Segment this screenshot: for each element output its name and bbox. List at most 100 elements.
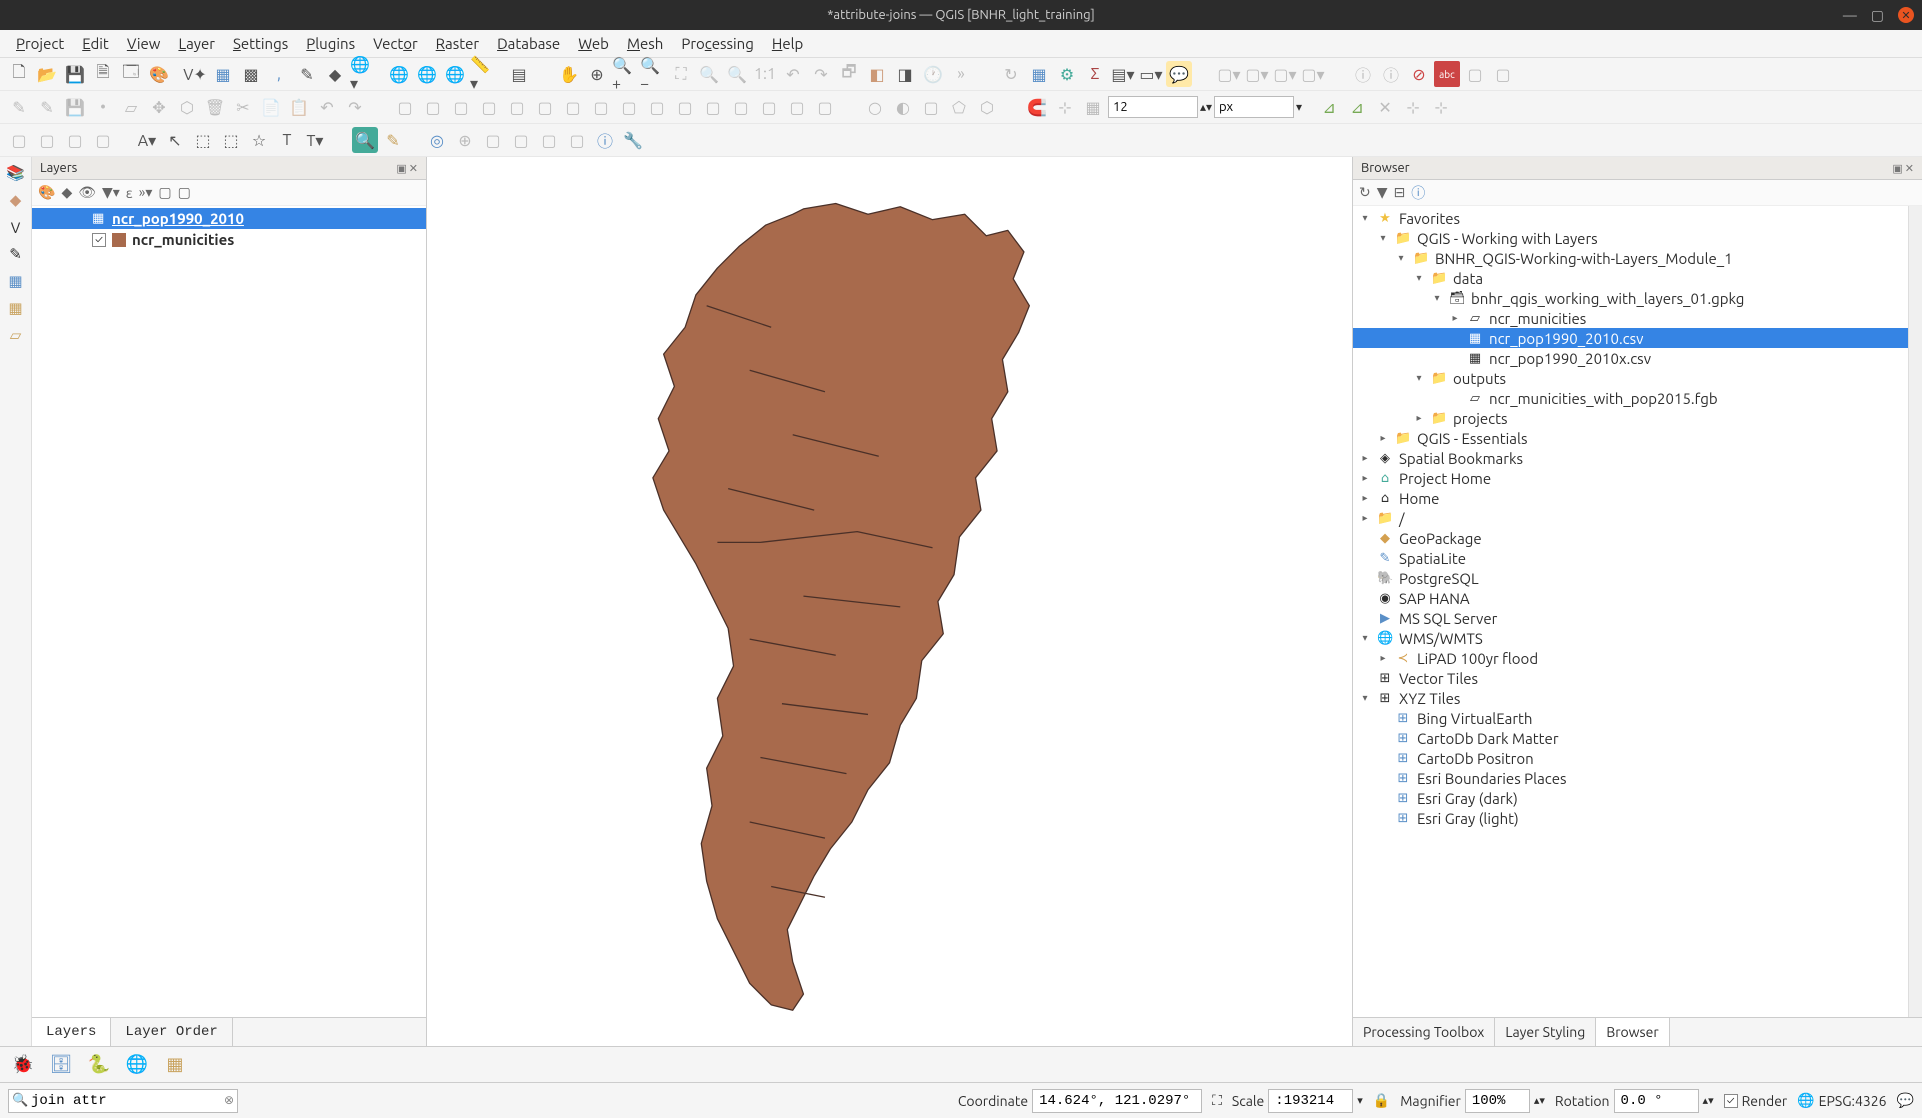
tab-layer-styling[interactable]: Layer Styling — [1495, 1018, 1596, 1046]
dig9-icon[interactable]: ▢ — [616, 94, 642, 120]
dig1-icon[interactable]: ▢ — [392, 94, 418, 120]
browser-tree-item[interactable]: ▾📁QGIS - Working with Layers — [1353, 228, 1908, 248]
extents-icon[interactable]: ⛶ — [1212, 1092, 1222, 1109]
menu-help[interactable]: Help — [764, 31, 811, 56]
help2-icon[interactable]: 💬 — [1166, 61, 1192, 87]
magnet-icon[interactable]: 🧲 — [1024, 94, 1050, 120]
browser-tree-item[interactable]: ▱ncr_municities_with_pop2015.fgb — [1353, 388, 1908, 408]
lbl10-icon[interactable]: T — [274, 127, 300, 153]
dig8-icon[interactable]: ▢ — [588, 94, 614, 120]
menu-layer[interactable]: Layer — [170, 31, 223, 56]
plugin-globe-icon[interactable]: 🐞 — [8, 1051, 38, 1079]
csv-layer-icon[interactable]: ▦ — [3, 296, 29, 320]
new-gpkg-icon[interactable]: ◆ — [3, 188, 29, 212]
crs-label[interactable]: EPSG:4326 — [1819, 1093, 1887, 1109]
db-manager-icon[interactable]: 🗄 — [46, 1051, 76, 1079]
close-button[interactable]: ✕ — [1898, 7, 1914, 23]
layers-filter-icon[interactable]: ▼▾ — [102, 184, 120, 201]
mesh-layer-icon[interactable]: ▦ — [3, 269, 29, 293]
new-print-layout-icon[interactable]: 🗎 — [90, 61, 116, 87]
browser-tree-item[interactable]: ▦ncr_pop1990_2010x.csv — [1353, 348, 1908, 368]
snap-icon[interactable]: ⊹ — [1052, 94, 1078, 120]
measure-icon[interactable]: 📏▾ — [470, 61, 496, 87]
toolbox-icon[interactable]: ▦ — [1026, 61, 1052, 87]
topo1-icon[interactable]: ⊿ — [1316, 94, 1342, 120]
vector-layer-icon[interactable]: V — [3, 215, 29, 239]
browser-tree-item[interactable]: ▸▱ncr_municities — [1353, 308, 1908, 328]
lbl7-icon[interactable]: ⬚ — [190, 127, 216, 153]
tab-layers[interactable]: Layers — [32, 1018, 111, 1046]
style-manager-icon[interactable]: 🎨 — [146, 61, 172, 87]
pan-icon[interactable]: ✋ — [556, 61, 582, 87]
plugin-icon[interactable]: ▦ — [160, 1051, 190, 1079]
render-checkbox[interactable]: ✓ — [1724, 1094, 1738, 1108]
tab-processing-toolbox[interactable]: Processing Toolbox — [1353, 1018, 1495, 1046]
lbl3-icon[interactable]: ▢ — [62, 127, 88, 153]
layer-item[interactable]: ✓ncr_municities — [32, 229, 426, 250]
browser-tree-item[interactable]: ▸📁QGIS - Essentials — [1353, 428, 1908, 448]
globe2-icon[interactable]: 🌐 — [414, 61, 440, 87]
coord-input[interactable] — [1032, 1089, 1202, 1113]
add-polygon-icon[interactable]: ▱ — [118, 94, 144, 120]
browser-tree-item[interactable]: ▸📁/ — [1353, 508, 1908, 528]
magnifier-input[interactable] — [1465, 1089, 1530, 1113]
menu-raster[interactable]: Raster — [428, 31, 487, 56]
globe1-icon[interactable]: 🌐 — [386, 61, 412, 87]
layers-close-icon[interactable]: ✕ — [409, 162, 418, 175]
bookmarks-icon[interactable]: ◨ — [892, 61, 918, 87]
new-project-icon[interactable]: 🗋 — [6, 61, 32, 87]
dig3-icon[interactable]: ▢ — [448, 94, 474, 120]
browser-tree-item[interactable]: ▶MS SQL Server — [1353, 608, 1908, 628]
lbl4-icon[interactable]: ▢ — [90, 127, 116, 153]
map-canvas[interactable] — [427, 157, 1352, 1046]
browser-tree-item[interactable]: ▾📁BNHR_QGIS-Working-with-Layers_Module_1 — [1353, 248, 1908, 268]
layers-visibility-icon[interactable]: 👁 — [78, 184, 96, 201]
attr-table-icon[interactable]: ▤ — [506, 61, 532, 87]
menu-processing[interactable]: Processing — [673, 31, 762, 56]
delimited-text-icon[interactable]: , — [266, 61, 292, 87]
topo3-icon[interactable]: ✕ — [1372, 94, 1398, 120]
results-icon[interactable]: ▭▾ — [1138, 61, 1164, 87]
dig14-icon[interactable]: ▢ — [756, 94, 782, 120]
zoom-selection-icon[interactable]: 🔍 — [696, 61, 722, 87]
browser-tree-item[interactable]: ⊞CartoDb Positron — [1353, 748, 1908, 768]
browser-tree-item[interactable]: ◉SAP HANA — [1353, 588, 1908, 608]
gps4-icon[interactable]: ▢ — [508, 127, 534, 153]
more-icon[interactable]: » — [948, 61, 974, 87]
data-source-icon[interactable]: 📚 — [3, 161, 29, 185]
menu-project[interactable]: Project — [8, 31, 72, 56]
browser-tree-item[interactable]: ▸📁projects — [1353, 408, 1908, 428]
lbl1-icon[interactable]: ▢ — [6, 127, 32, 153]
gear-icon[interactable]: ⚙ — [1054, 61, 1080, 87]
sigma-icon[interactable]: Σ — [1082, 61, 1108, 87]
info-icon[interactable]: ⓘ — [592, 127, 618, 153]
zoom-last-icon[interactable]: ↶ — [780, 61, 806, 87]
browser-tree-item[interactable]: ◆GeoPackage — [1353, 528, 1908, 548]
raster-new-icon[interactable]: ▦ — [210, 61, 236, 87]
add-feature-icon[interactable]: • — [90, 94, 116, 120]
edit-pencil-icon[interactable]: ✎ — [6, 94, 32, 120]
messages-icon[interactable]: 💬 — [1897, 1092, 1914, 1109]
new-bookmark-icon[interactable]: ◧ — [864, 61, 890, 87]
last1-icon[interactable]: ▢ — [1462, 61, 1488, 87]
gps2-icon[interactable]: ⊕ — [452, 127, 478, 153]
layers-expand-icon[interactable]: »▾ — [139, 184, 153, 201]
minimize-button[interactable]: — — [1843, 7, 1857, 23]
shape3-icon[interactable]: ▢ — [918, 94, 944, 120]
browser-tree-item[interactable]: ▦ncr_pop1990_2010.csv — [1353, 328, 1908, 348]
history-icon[interactable]: ▤▾ — [1110, 61, 1136, 87]
menu-settings[interactable]: Settings — [225, 31, 296, 56]
move-feature-icon[interactable]: ✥ — [146, 94, 172, 120]
browser-scrollbar[interactable] — [1908, 206, 1922, 1017]
zoom-full-icon[interactable]: ⛶ — [668, 61, 694, 87]
browser-refresh-icon[interactable]: ↻ — [1359, 184, 1371, 201]
browser-close-icon[interactable]: ✕ — [1905, 162, 1914, 175]
globe3-icon[interactable]: 🌐 — [442, 61, 468, 87]
zoom-in-icon[interactable]: 🔍+ — [612, 61, 638, 87]
browser-tree-item[interactable]: ▾★Favorites — [1353, 208, 1908, 228]
browser-tree-item[interactable]: ▾📁data — [1353, 268, 1908, 288]
zoom-native-icon[interactable]: 1:1 — [752, 61, 778, 87]
crs-icon[interactable]: 🌐 — [1797, 1092, 1814, 1109]
browser-tree-item[interactable]: ▸⌂Home — [1353, 488, 1908, 508]
edit-toggle-icon[interactable]: ✎ — [34, 94, 60, 120]
